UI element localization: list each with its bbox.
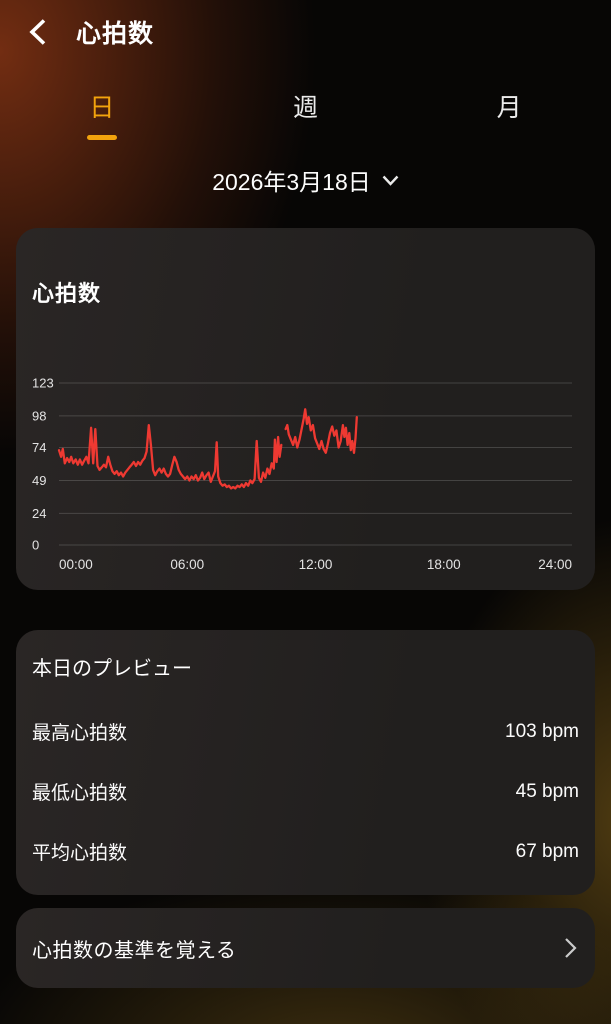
tab-week-label: 週: [293, 94, 319, 122]
x-axis-tick-label: 00:00: [59, 557, 93, 572]
heart-rate-zones-link[interactable]: 心拍数の基準を覚える: [16, 908, 595, 988]
summary-card: 本日のプレビュー 最高心拍数 103 bpm 最低心拍数 45 bpm 平均心拍…: [16, 630, 595, 895]
chevron-down-icon: [382, 175, 399, 186]
header: 心拍数: [28, 14, 154, 50]
y-axis-tick-label: 74: [32, 440, 46, 455]
chevron-right-icon: [565, 938, 577, 958]
y-axis-tick-label: 24: [32, 506, 46, 521]
tab-week[interactable]: 週: [204, 94, 408, 140]
tab-bar: 日 週 月: [0, 94, 611, 140]
back-button[interactable]: [28, 17, 50, 47]
date-selector-label: 2026年3月18日: [212, 169, 371, 195]
y-axis-tick-label: 0: [32, 538, 39, 553]
x-axis-tick-label: 06:00: [170, 557, 204, 572]
tab-active-underline: [86, 135, 117, 140]
stat-row-avg: 平均心拍数 67 bpm: [32, 838, 579, 865]
x-axis-tick-label: 24:00: [538, 557, 572, 572]
stat-min-label: 最低心拍数: [32, 783, 128, 804]
stat-row-min: 最低心拍数 45 bpm: [32, 778, 579, 805]
tab-month-label: 月: [496, 94, 522, 122]
back-chevron-icon: [29, 19, 46, 45]
chart-title: 心拍数: [32, 281, 102, 306]
stat-row-max: 最高心拍数 103 bpm: [32, 718, 579, 745]
y-axis-tick-label: 123: [32, 376, 54, 391]
page-title: 心拍数: [76, 20, 155, 48]
tab-day[interactable]: 日: [0, 94, 204, 140]
date-selector[interactable]: 2026年3月18日: [0, 163, 611, 197]
y-axis-tick-label: 49: [32, 473, 46, 488]
stat-max-label: 最高心拍数: [32, 723, 128, 744]
stat-avg-value: 67 bpm: [515, 840, 579, 862]
stat-min-value: 45 bpm: [515, 780, 579, 802]
tab-day-label: 日: [89, 94, 115, 122]
heart-rate-chart[interactable]: 0 24 49 74 98 123 00:00 06:00 12:00 18:00 24:00: [16, 228, 595, 590]
stat-avg-label: 平均心拍数: [32, 843, 128, 864]
summary-card-title: 本日のプレビュー: [32, 658, 192, 680]
heart-rate-line: [57, 423, 283, 490]
y-axis-tick-label: 98: [32, 408, 46, 423]
x-axis-tick-label: 12:00: [299, 557, 333, 572]
heart-rate-line: [284, 408, 358, 454]
tab-month[interactable]: 月: [407, 94, 611, 140]
stat-max-value: 103 bpm: [505, 720, 579, 742]
x-axis-tick-label: 18:00: [427, 557, 461, 572]
heart-rate-zones-link-label: 心拍数の基準を覚える: [32, 939, 237, 962]
